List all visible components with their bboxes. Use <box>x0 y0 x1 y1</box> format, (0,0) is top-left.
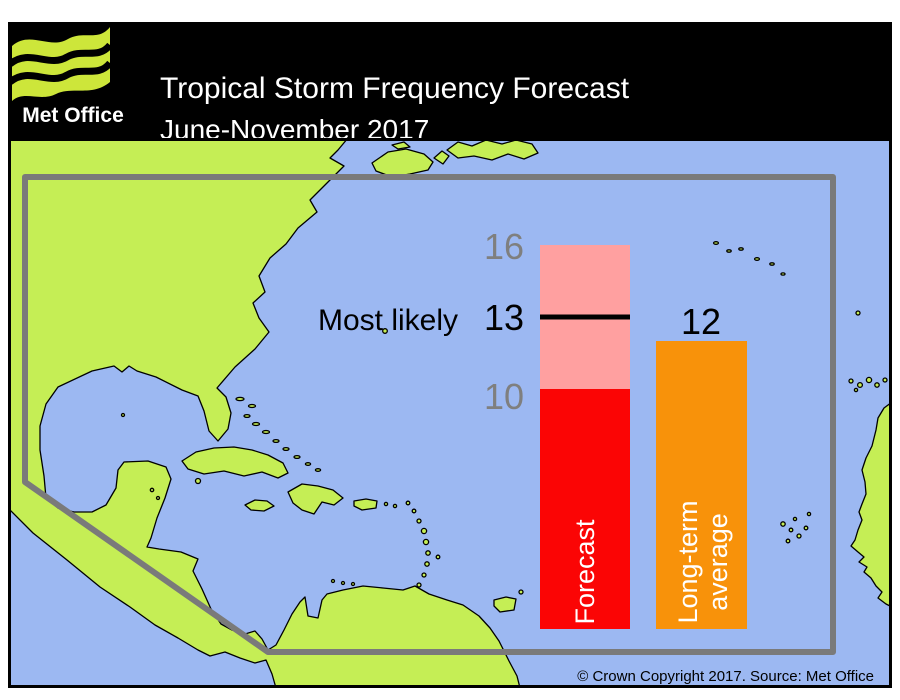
gulf-islet <box>120 412 126 418</box>
africa-landmass <box>850 401 892 608</box>
longterm-bar-label-line1: Long-term <box>673 500 703 623</box>
cape-verde-islands <box>780 511 812 544</box>
tick-low: 10 <box>484 376 524 417</box>
map-frame <box>8 138 892 688</box>
copyright-text: © Crown Copyright 2017. Source: Met Offi… <box>577 668 874 685</box>
caribbean-islet-2 <box>155 495 161 501</box>
isle-of-youth <box>194 477 202 485</box>
bermuda-island <box>382 328 388 334</box>
puerto-rico-island <box>353 498 378 511</box>
forecast-bar <box>540 389 630 629</box>
header-bar: Met Office Tropical Storm Frequency Fore… <box>7 22 892 145</box>
logo-wave-gap-1 <box>7 42 113 67</box>
logo-wordmark: Met Office <box>22 104 124 127</box>
canary-islands <box>848 376 888 393</box>
land-group <box>8 138 892 688</box>
most-likely-annotation: Most likely <box>318 304 458 337</box>
madeira-island <box>855 310 861 316</box>
region-border <box>22 174 836 655</box>
longterm-bar <box>656 341 747 629</box>
cape-breton-island <box>433 150 450 165</box>
longterm-bar-label-line2: average <box>703 513 733 611</box>
logo-wave-gap-2 <box>7 60 113 85</box>
tobago-island <box>518 589 524 595</box>
abc-islands <box>330 578 356 587</box>
prince-edward-island <box>391 141 411 150</box>
map-area: 16 13 10 12 Most likely Forecast Long-te… <box>8 138 892 688</box>
met-office-waves-icon <box>7 27 113 101</box>
americas-landmass <box>8 138 521 688</box>
forecast-bar-label: Forecast <box>570 519 600 625</box>
azores-islands <box>712 241 786 276</box>
page-title: Tropical Storm Frequency Forecast <box>160 72 630 105</box>
logo-flag <box>12 27 110 101</box>
newfoundland-island <box>446 139 539 161</box>
hispaniola-island <box>287 483 344 515</box>
bahamas-islands <box>235 396 322 472</box>
tick-high: 16 <box>484 226 524 267</box>
tick-mid: 13 <box>484 297 524 338</box>
bar-chart: 16 13 10 12 Most likely Forecast Long-te… <box>318 226 747 629</box>
jamaica-island <box>244 499 275 512</box>
caribbean-islet-1 <box>149 487 155 493</box>
trinidad-island <box>493 596 517 613</box>
lesser-antilles-islands <box>383 500 441 588</box>
cuba-island <box>181 446 289 479</box>
longterm-value: 12 <box>681 301 721 342</box>
